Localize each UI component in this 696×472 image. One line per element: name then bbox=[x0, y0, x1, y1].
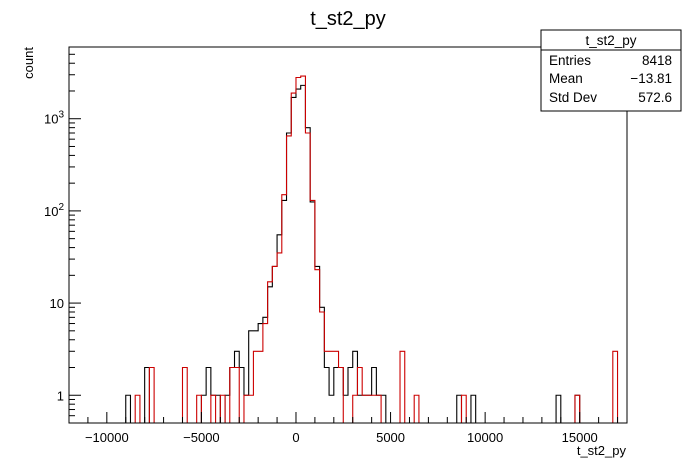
y-tick-label: 103 bbox=[44, 110, 64, 127]
x-axis-label: t_st2_py bbox=[577, 443, 627, 458]
stats-entries-value: 8418 bbox=[642, 53, 672, 68]
y-tick-label: 1 bbox=[57, 388, 64, 403]
x-tick-label: 10000 bbox=[467, 430, 503, 445]
stats-mean-label: Mean bbox=[549, 71, 583, 86]
y-axis: 1 10 102 103 bbox=[44, 46, 81, 424]
x-tick-label: 15000 bbox=[562, 430, 598, 445]
stats-box-title: t_st2_py bbox=[585, 33, 636, 48]
y-tick-label: 10 bbox=[50, 296, 64, 311]
stats-mean-value: −13.81 bbox=[630, 71, 672, 86]
stats-stddev-value: 572.6 bbox=[638, 90, 672, 105]
chart-title: t_st2_py bbox=[310, 8, 386, 30]
plot-frame bbox=[68, 46, 628, 424]
x-axis: −10000 −5000 0 5000 10000 15000 bbox=[68, 412, 619, 445]
histogram-series-0 bbox=[69, 84, 627, 424]
x-tick-label: −10000 bbox=[85, 430, 129, 445]
stats-box-frame bbox=[540, 29, 682, 112]
y-axis-label: count bbox=[21, 47, 36, 79]
series-layer bbox=[69, 75, 627, 424]
x-tick-label: 5000 bbox=[376, 430, 405, 445]
x-tick-label: 0 bbox=[292, 430, 299, 445]
stats-stddev-label: Std Dev bbox=[549, 90, 597, 105]
y-tick-label: 102 bbox=[44, 202, 64, 219]
stats-entries-label: Entries bbox=[549, 53, 591, 68]
stats-box: t_st2_py Entries 8418 Mean −13.81 Std De… bbox=[540, 29, 682, 112]
x-tick-label: −5000 bbox=[183, 430, 220, 445]
